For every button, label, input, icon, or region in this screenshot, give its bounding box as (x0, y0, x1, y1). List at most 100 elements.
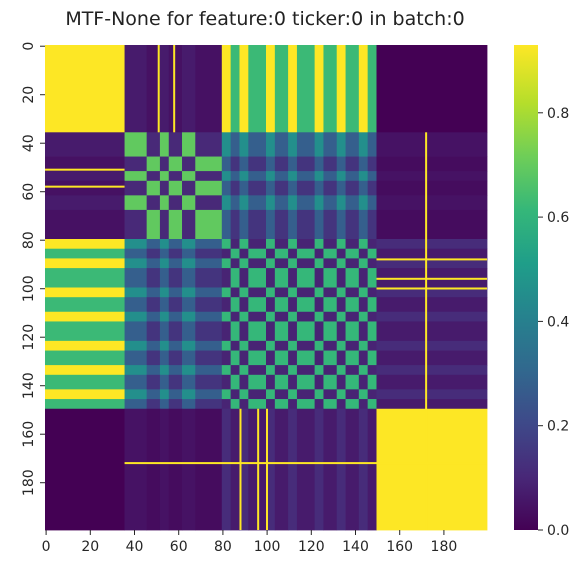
heatmap-cell (367, 209, 377, 240)
heatmap-cell (266, 156, 276, 172)
heatmap-cell (376, 311, 488, 322)
x-tick-label: 140 (342, 539, 369, 555)
heatmap-cell (296, 311, 316, 322)
heatmap-cell (314, 297, 324, 313)
heatmap-cell (159, 321, 170, 342)
heatmap-cell (159, 171, 170, 182)
heatmap-line-vertical (257, 408, 260, 530)
heatmap-cell (358, 311, 369, 322)
heatmap-cell (146, 248, 161, 259)
heatmap-cell (376, 287, 488, 298)
heatmap-cell (367, 258, 377, 269)
heatmap-cell (221, 408, 232, 531)
heatmap-cell (239, 171, 249, 182)
heatmap-cell (248, 297, 267, 313)
heatmap-cell (274, 258, 289, 269)
heatmap-cell (376, 209, 488, 240)
heatmap-cell (296, 399, 316, 410)
heatmap-cell (221, 399, 232, 410)
heatmap-cell (367, 195, 377, 211)
heatmap-cell (314, 350, 324, 366)
heatmap-cell (124, 209, 148, 240)
heatmap-cell (358, 195, 369, 211)
heatmap-cell (124, 180, 148, 196)
heatmap-cell (221, 340, 232, 351)
heatmap-cell (221, 239, 232, 250)
heatmap-cell (358, 340, 369, 351)
heatmap-cell (358, 239, 369, 250)
heatmap-cell (168, 132, 183, 157)
heatmap-cell (124, 132, 148, 157)
heatmap-cell (230, 156, 240, 172)
heatmap-cell (168, 297, 183, 313)
heatmap-cell (195, 195, 223, 211)
heatmap-cell (336, 399, 346, 410)
heatmap-cell (182, 132, 196, 157)
heatmap-cell (296, 268, 316, 288)
heatmap-cell (323, 287, 338, 298)
heatmap-cell (182, 156, 196, 172)
heatmap-cell (288, 180, 298, 196)
heatmap-line-vertical (157, 45, 160, 133)
heatmap-cell (345, 287, 360, 298)
heatmap-cell (288, 321, 298, 342)
heatmap-cell (336, 311, 346, 322)
heatmap-cell (345, 248, 360, 259)
heatmap-cell (314, 171, 324, 182)
heatmap-cell (367, 180, 377, 196)
heatmap-cell (345, 156, 360, 172)
heatmap-cell (296, 258, 316, 269)
heatmap-cell (274, 297, 289, 313)
heatmap-cell (376, 365, 488, 376)
heatmap-cell (182, 389, 196, 400)
heatmap-cell (248, 156, 267, 172)
heatmap-cell (221, 248, 232, 259)
heatmap-cell (367, 156, 377, 172)
heatmap-cell (376, 258, 488, 269)
heatmap-cell (336, 180, 346, 196)
heatmap-line-horizontal (45, 168, 125, 171)
heatmap-cell (124, 287, 148, 298)
heatmap-cell (230, 408, 240, 531)
heatmap-cell (323, 239, 338, 250)
heatmap-cell (182, 268, 196, 288)
heatmap-cell (239, 399, 249, 410)
heatmap-cell (221, 287, 232, 298)
heatmap-cell (336, 321, 346, 342)
heatmap-cell (336, 132, 346, 157)
heatmap-cell (124, 340, 148, 351)
heatmap-cell (345, 209, 360, 240)
heatmap-cell (239, 180, 249, 196)
heatmap-cell (358, 132, 369, 157)
heatmap-cell (296, 156, 316, 172)
heatmap-line-horizontal (376, 277, 487, 280)
heatmap-cell (168, 268, 183, 288)
heatmap-cell (376, 171, 488, 182)
heatmap-cell (230, 180, 240, 196)
heatmap-cell (239, 350, 249, 366)
heatmap-cell (345, 350, 360, 366)
heatmap-cell (358, 389, 369, 400)
heatmap-cell (314, 311, 324, 322)
heatmap-cell (239, 297, 249, 313)
heatmap-cell (345, 171, 360, 182)
heatmap-cell (239, 268, 249, 288)
x-axis: 0 20 40 60 80 100 120 140 160 180 (42, 530, 457, 555)
heatmap-cell (248, 399, 267, 410)
heatmap-cell (182, 311, 196, 322)
heatmap-cell (159, 239, 170, 250)
heatmap-cell (314, 156, 324, 172)
heatmap-cell (124, 248, 148, 259)
heatmap-cell (146, 389, 161, 400)
heatmap-cell (314, 408, 324, 531)
heatmap-cell (266, 132, 276, 157)
heatmap-cell (345, 297, 360, 313)
x-tick-label: 100 (254, 539, 281, 555)
x-tick-label: 0 (42, 539, 51, 555)
heatmap-cell (124, 171, 148, 182)
heatmap-cell (288, 340, 298, 351)
heatmap-cell (124, 297, 148, 313)
heatmap-cell (296, 374, 316, 390)
heatmap-line-horizontal (45, 185, 125, 188)
heatmap-cell (323, 350, 338, 366)
